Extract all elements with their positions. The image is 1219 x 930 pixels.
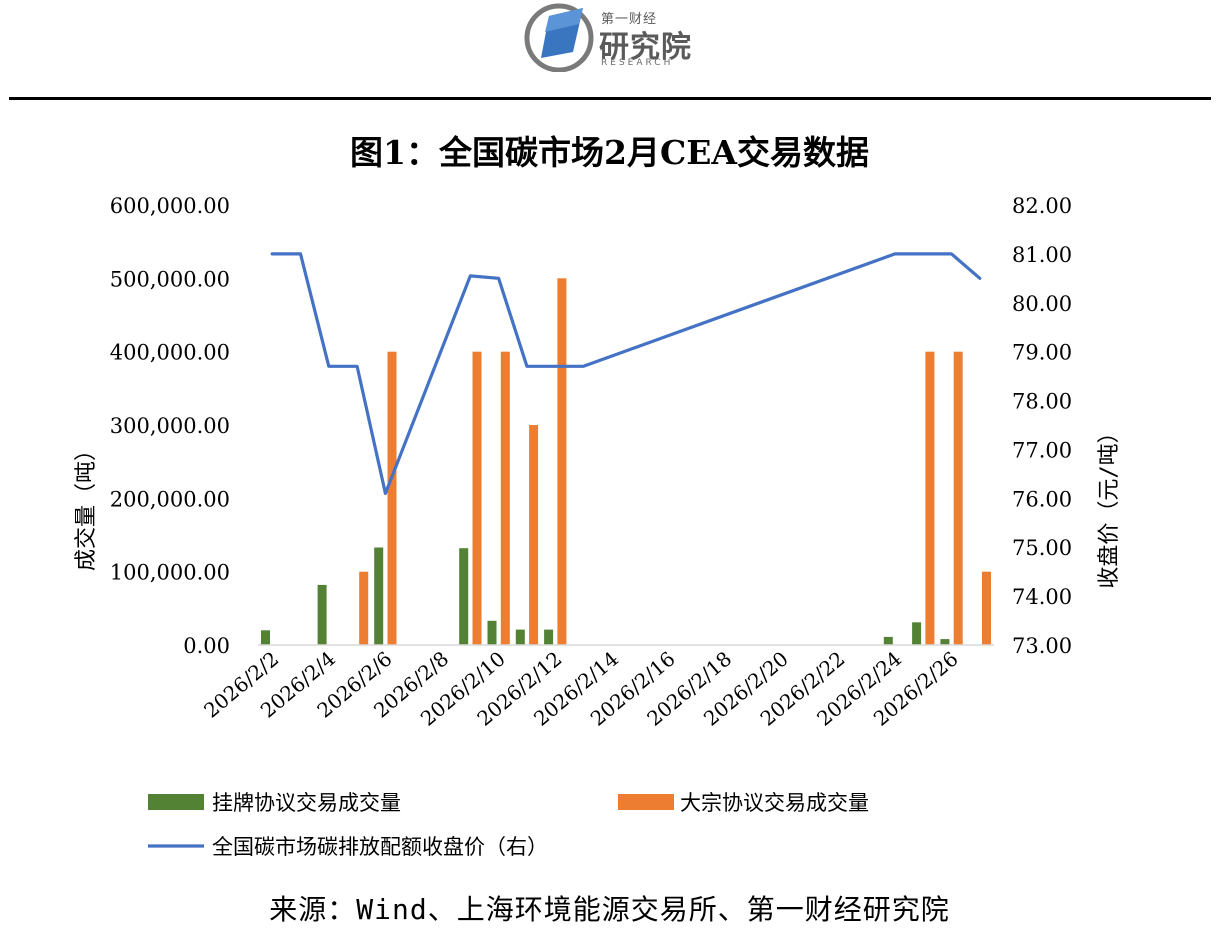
- y-right-tick-label: 79.00: [1012, 341, 1072, 365]
- bar-listed-volume: [940, 639, 950, 645]
- y-right-tick-label: 73.00: [1012, 634, 1072, 658]
- bar-listed-volume: [487, 620, 497, 645]
- bar-block-volume: [953, 351, 963, 645]
- logo: 第一财经 研究院 RESEARCH: [523, 2, 703, 72]
- bar-block-volume: [529, 425, 539, 645]
- bar-block-volume: [557, 278, 567, 645]
- legend: 挂牌协议交易成交量 大宗协议交易成交量 全国碳市场碳排放配额收盘价（右）: [148, 791, 869, 859]
- y-left-tick-label: 500,000.00: [110, 267, 230, 291]
- bar-block-volume: [359, 571, 369, 645]
- legend-swatch-orange: [618, 794, 674, 810]
- legend-label-line: 全国碳市场碳排放配额收盘价（右）: [212, 835, 548, 859]
- bar-listed-volume: [912, 622, 922, 645]
- bar-block-volume: [387, 351, 397, 645]
- y-right-tick-label: 81.00: [1012, 243, 1072, 267]
- y-left-tick-label: 100,000.00: [110, 561, 230, 585]
- y-axis-right-label: 收盘价（元/吨）: [1097, 421, 1122, 588]
- y-right-tick-label: 77.00: [1012, 438, 1072, 462]
- y-left-tick-label: 400,000.00: [110, 341, 230, 365]
- y-right-tick-label: 76.00: [1012, 487, 1072, 511]
- y-right-tick-label: 74.00: [1012, 585, 1072, 609]
- bar-listed-volume: [459, 548, 469, 645]
- y-right-tick-label: 80.00: [1012, 292, 1072, 316]
- y-left-tick-label: 600,000.00: [110, 194, 230, 218]
- logo-main-text: 研究院: [599, 30, 692, 65]
- bar-block-volume: [925, 351, 935, 645]
- bar-listed-volume: [544, 629, 554, 645]
- y-right-tick-label: 75.00: [1012, 536, 1072, 560]
- bar-listed-volume: [374, 547, 384, 645]
- chart-title: 图1：全国碳市场2月CEA交易数据: [350, 133, 869, 172]
- y-left-tick-label: 300,000.00: [110, 414, 230, 438]
- y-left-tick-label: 200,000.00: [110, 487, 230, 511]
- bar-listed-volume: [515, 629, 525, 645]
- legend-swatch-green: [148, 794, 204, 810]
- logo-sub-text: RESEARCH: [601, 58, 674, 68]
- bar-block-volume: [982, 571, 991, 645]
- legend-label-orange: 大宗协议交易成交量: [680, 791, 869, 815]
- logo-mark-icon: [524, 3, 594, 72]
- chart: 0.00 100,000.00 200,000.00 300,000.00 400,00…: [74, 194, 1122, 859]
- source-note: 来源：Wind、上海环境能源交易所、第一财经研究院: [269, 893, 950, 926]
- y-right-tick-label: 78.00: [1012, 390, 1072, 414]
- y-left-tick-label: 0.00: [183, 634, 230, 658]
- legend-label-green: 挂牌协议交易成交量: [212, 791, 401, 815]
- bar-listed-volume: [883, 636, 893, 645]
- y-right-tick-label: 82.00: [1012, 194, 1072, 218]
- bar-listed-volume: [317, 584, 327, 645]
- bar-block-volume: [472, 351, 482, 645]
- logo-top-text: 第一财经: [601, 12, 658, 27]
- bar-block-volume: [500, 351, 510, 645]
- bar-listed-volume: [261, 630, 270, 645]
- line-closing-price: [270, 252, 982, 495]
- header-divider: [9, 97, 1211, 100]
- y-axis-left-label: 成交量（吨）: [74, 439, 99, 571]
